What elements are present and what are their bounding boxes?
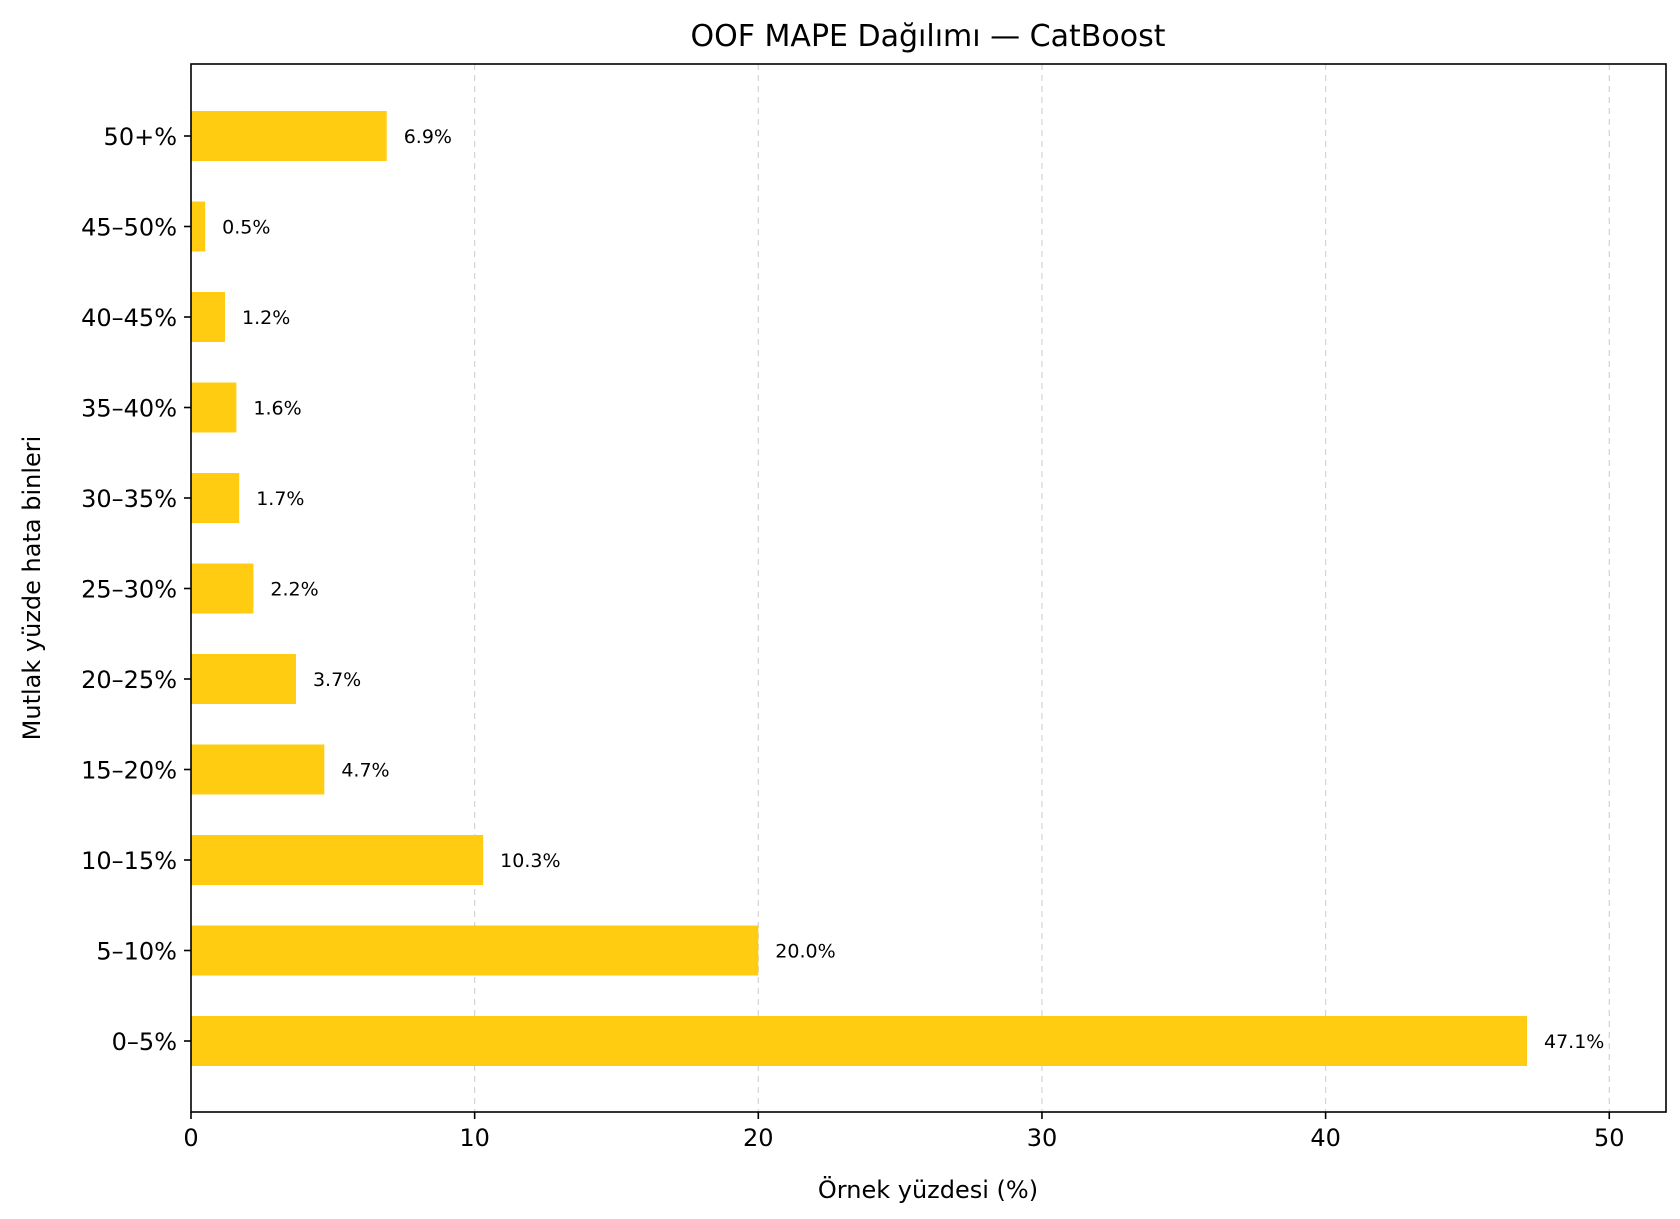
bars xyxy=(191,111,1528,1066)
x-tick-label: 20 xyxy=(743,1124,774,1152)
y-tick-label: 40–45% xyxy=(81,304,177,332)
bar-value-label: 20.0% xyxy=(775,941,835,963)
bar-value-label: 1.6% xyxy=(253,398,301,420)
bar-value-label: 0.5% xyxy=(222,217,270,239)
y-tick-label: 0–5% xyxy=(112,1028,177,1056)
y-tick-label: 35–40% xyxy=(81,395,177,423)
bar-value-label: 6.9% xyxy=(404,126,452,148)
y-axis-label: Mutlak yüzde hata binleri xyxy=(18,436,46,741)
y-tick-label: 5–10% xyxy=(96,938,177,966)
bar-value-label: 4.7% xyxy=(341,760,389,782)
bar xyxy=(191,201,206,252)
bar-value-label: 1.2% xyxy=(242,307,290,329)
y-tick-label: 50+% xyxy=(104,123,177,151)
x-tick-label: 30 xyxy=(1027,1124,1058,1152)
x-tick-label: 0 xyxy=(183,1124,198,1152)
bar xyxy=(191,563,254,614)
y-tick-label: 15–20% xyxy=(81,757,177,785)
plot-frame xyxy=(190,63,1667,1113)
y-axis-ticks: 0–5% 5–10% 10–15% 15–20% 20–25% 25–30% 30–35% 3… xyxy=(81,123,191,1056)
bar-value-label: 3.7% xyxy=(313,669,361,691)
y-tick-label: 25–30% xyxy=(81,576,177,604)
y-tick-label: 10–15% xyxy=(81,847,177,875)
bar-value-label: 10.3% xyxy=(500,850,560,872)
bar-value-label: 47.1% xyxy=(1544,1031,1604,1053)
bar xyxy=(191,473,240,523)
bar xyxy=(191,835,484,885)
x-axis-ticks: 0 10 20 30 40 50 xyxy=(183,1112,1625,1152)
chart-title: OOF MAPE Dağılımı — CatBoost xyxy=(691,19,1166,54)
bar xyxy=(191,925,759,976)
x-tick-label: 10 xyxy=(459,1124,490,1152)
y-tick-label: 20–25% xyxy=(81,666,177,694)
y-tick-label: 30–35% xyxy=(81,485,177,513)
bar xyxy=(191,111,387,161)
y-tick-label: 45–50% xyxy=(81,214,177,242)
bar-value-label: 2.2% xyxy=(270,579,318,601)
bar xyxy=(191,292,226,342)
x-axis-label: Örnek yüzdesi (%) xyxy=(818,1175,1038,1204)
x-tick-label: 40 xyxy=(1310,1124,1341,1152)
x-tick-label: 50 xyxy=(1594,1124,1625,1152)
data-labels: 47.1% 20.0% 10.3% 4.7% 3.7% 2.2% 1.7% 1.6% 1.2% 0… xyxy=(222,126,1604,1053)
bar xyxy=(191,744,325,795)
bar xyxy=(191,382,237,433)
bar xyxy=(191,654,296,704)
bar-value-label: 1.7% xyxy=(256,488,304,510)
bar xyxy=(191,1016,1528,1066)
